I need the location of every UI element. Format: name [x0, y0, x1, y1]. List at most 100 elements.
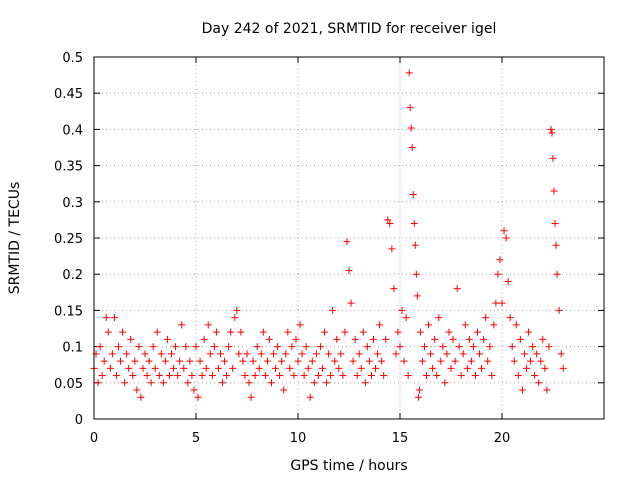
data-point: [510, 357, 518, 365]
data-point: [157, 350, 165, 358]
data-point: [98, 372, 106, 380]
data-point: [327, 372, 335, 380]
data-point: [502, 234, 510, 242]
data-point: [300, 372, 308, 380]
data-point: [121, 379, 129, 387]
data-point: [476, 350, 484, 358]
data-point: [400, 357, 408, 365]
data-point: [486, 343, 494, 351]
data-point: [357, 364, 365, 372]
data-point: [194, 393, 202, 401]
data-point: [353, 372, 361, 380]
data-point: [451, 357, 459, 365]
data-point: [221, 357, 229, 365]
data-point: [457, 372, 465, 380]
data-point: [168, 350, 176, 358]
data-points: [90, 69, 567, 401]
data-point: [361, 379, 369, 387]
data-point: [459, 350, 467, 358]
data-point: [276, 372, 284, 380]
data-point: [188, 372, 196, 380]
data-point: [219, 379, 227, 387]
data-point: [414, 393, 422, 401]
data-point: [249, 357, 257, 365]
data-point: [272, 364, 280, 372]
data-point: [102, 314, 110, 322]
data-point: [407, 124, 415, 132]
data-point: [333, 335, 341, 343]
data-point: [153, 328, 161, 336]
data-point: [363, 343, 371, 351]
data-point: [263, 357, 271, 365]
data-point: [184, 379, 192, 387]
y-axis-ticks: 0 0.05 0.1 0.15 0.2 0.25 0.3 0.35 0.4 0.45 0.5: [54, 51, 604, 428]
data-point: [190, 386, 198, 394]
data-point: [302, 343, 310, 351]
data-point: [376, 321, 384, 329]
data-point: [445, 328, 453, 336]
data-point: [265, 335, 273, 343]
data-point: [514, 372, 522, 380]
data-point: [537, 357, 545, 365]
data-point: [159, 379, 167, 387]
data-point: [108, 350, 116, 358]
data-point: [543, 386, 551, 394]
data-point: [359, 328, 367, 336]
data-point: [380, 372, 388, 380]
data-point: [255, 364, 263, 372]
data-point: [535, 379, 543, 387]
data-point: [117, 357, 125, 365]
data-point: [374, 350, 382, 358]
data-point: [202, 364, 210, 372]
data-point: [147, 379, 155, 387]
data-point: [529, 343, 537, 351]
data-point: [437, 357, 445, 365]
data-point: [388, 245, 396, 253]
data-point: [398, 306, 406, 314]
data-point: [165, 372, 173, 380]
data-point: [337, 350, 345, 358]
y-tick-label: 0.05: [54, 377, 83, 392]
data-point: [284, 328, 292, 336]
data-point: [237, 328, 245, 336]
data-point: [114, 343, 122, 351]
data-point: [129, 372, 137, 380]
data-point: [290, 372, 298, 380]
data-point: [498, 299, 506, 307]
x-axis-label: GPS time / hours: [290, 458, 407, 474]
data-point: [335, 364, 343, 372]
data-point: [239, 357, 247, 365]
data-point: [163, 335, 171, 343]
data-point: [141, 350, 149, 358]
data-point: [349, 357, 357, 365]
data-point: [548, 129, 556, 137]
data-point: [547, 125, 555, 133]
data-point: [310, 379, 318, 387]
data-point: [552, 241, 560, 249]
data-point: [490, 321, 498, 329]
data-point: [386, 220, 394, 228]
x-axis-ticks: 0 5 10 15 20: [90, 57, 510, 446]
data-point: [296, 321, 304, 329]
data-point: [241, 372, 249, 380]
data-point: [365, 357, 373, 365]
data-point: [431, 335, 439, 343]
data-point: [412, 270, 420, 278]
data-point: [390, 285, 398, 293]
data-point: [478, 364, 486, 372]
data-point: [223, 372, 231, 380]
data-point: [522, 364, 530, 372]
data-point: [292, 335, 300, 343]
y-tick-label: 0.45: [54, 87, 83, 102]
y-tick-label: 0.1: [62, 341, 83, 356]
data-point: [247, 393, 255, 401]
data-point: [174, 372, 182, 380]
plot-frame: [93, 56, 605, 420]
data-point: [198, 372, 206, 380]
data-point: [527, 357, 535, 365]
data-point: [550, 187, 558, 195]
data-point: [200, 335, 208, 343]
data-point: [245, 379, 253, 387]
data-point: [425, 321, 433, 329]
data-point: [416, 328, 424, 336]
